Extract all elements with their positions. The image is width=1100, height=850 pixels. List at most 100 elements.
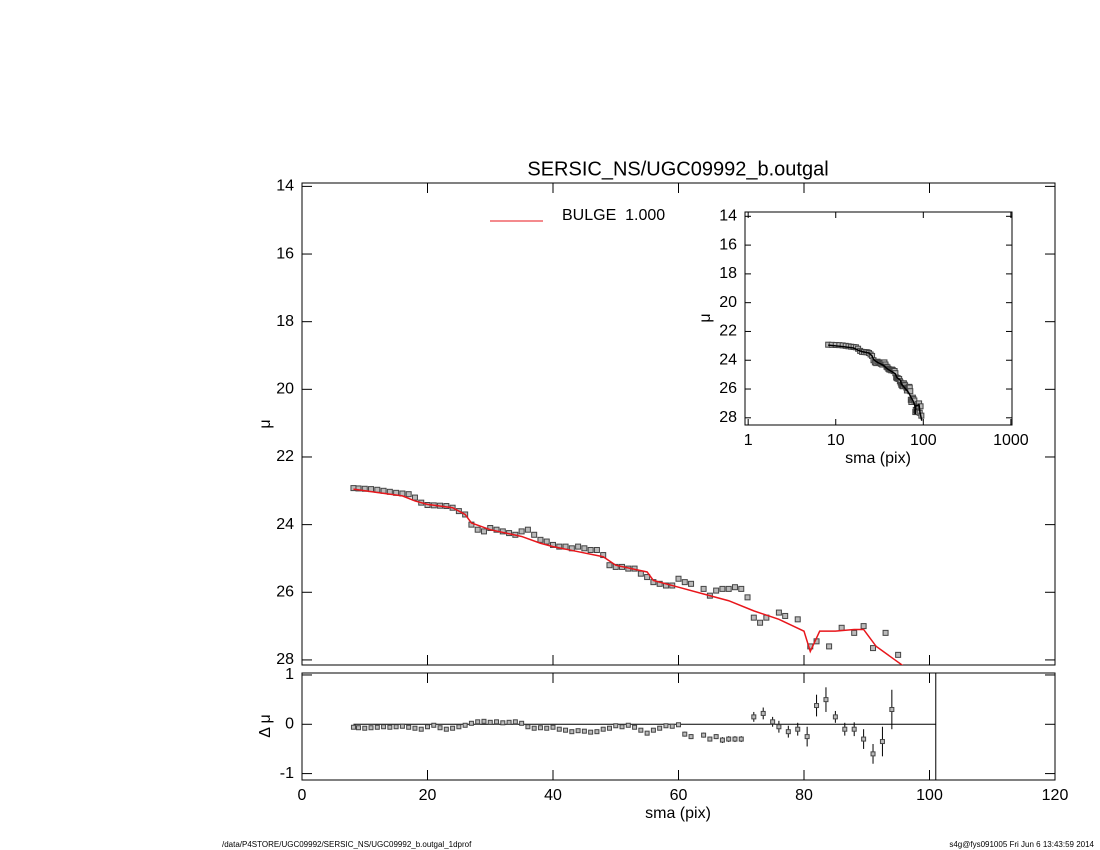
data-point bbox=[826, 643, 833, 650]
y-label: μ bbox=[697, 313, 714, 322]
data-point bbox=[468, 720, 474, 726]
data-point bbox=[519, 720, 525, 726]
title: SERSIC_NS/UGC09992_b.outgal bbox=[527, 158, 828, 180]
data-point bbox=[587, 546, 594, 553]
data-point bbox=[531, 531, 538, 538]
data-point bbox=[450, 725, 456, 731]
data-point bbox=[581, 728, 587, 734]
data-point bbox=[870, 751, 876, 757]
data-point bbox=[794, 616, 801, 623]
data-point bbox=[494, 719, 500, 725]
inset-area bbox=[825, 341, 925, 421]
data-point bbox=[895, 651, 902, 658]
x-tick-label: 0 bbox=[298, 787, 307, 804]
data-point bbox=[701, 732, 707, 738]
data-point bbox=[381, 724, 387, 730]
x-label: sma (pix) bbox=[845, 450, 911, 467]
data-point bbox=[731, 584, 738, 591]
axis-box bbox=[301, 182, 1056, 666]
data-point bbox=[355, 485, 362, 492]
data-point bbox=[368, 725, 374, 731]
axis-box bbox=[744, 211, 1013, 426]
data-point bbox=[393, 724, 399, 730]
data-point bbox=[556, 726, 562, 732]
data-point bbox=[663, 723, 669, 729]
data-point bbox=[411, 494, 418, 501]
y-tick-label: 14 bbox=[276, 178, 294, 195]
data-point bbox=[738, 585, 745, 592]
data-point bbox=[700, 585, 707, 592]
x-tick-label: 20 bbox=[419, 787, 437, 804]
data-point bbox=[738, 736, 744, 742]
data-point bbox=[644, 730, 650, 736]
data-point bbox=[588, 729, 594, 735]
x-label: sma (pix) bbox=[645, 805, 711, 822]
data-point bbox=[355, 725, 361, 731]
x-tick-label: 10 bbox=[827, 432, 845, 449]
data-point bbox=[751, 714, 757, 720]
data-point bbox=[350, 724, 356, 730]
data-point bbox=[713, 734, 719, 740]
inset-model-line bbox=[828, 344, 923, 421]
x-tick-label: 100 bbox=[910, 432, 937, 449]
data-point bbox=[744, 594, 751, 601]
data-point bbox=[543, 538, 550, 545]
y-tick-label: 20 bbox=[276, 381, 294, 398]
y-label: Δ μ bbox=[257, 714, 274, 737]
data-point bbox=[719, 585, 726, 592]
data-point bbox=[656, 580, 663, 587]
data-point bbox=[732, 736, 738, 742]
legend-label: BULGE 1.000 bbox=[562, 207, 665, 224]
data-point bbox=[399, 723, 405, 729]
data-point bbox=[707, 736, 713, 742]
data-point bbox=[518, 528, 525, 535]
y-tick-label: 24 bbox=[276, 516, 294, 533]
data-point bbox=[550, 541, 556, 548]
x-tick-label: 60 bbox=[670, 787, 688, 804]
data-point bbox=[412, 725, 418, 731]
data-point bbox=[437, 725, 443, 731]
data-point bbox=[675, 575, 682, 582]
data-point bbox=[431, 722, 437, 728]
data-point bbox=[681, 579, 688, 586]
model-line bbox=[353, 488, 904, 665]
y-tick-label: 20 bbox=[719, 294, 737, 311]
data-point bbox=[669, 723, 675, 729]
data-point bbox=[804, 734, 810, 740]
y-tick-label: 26 bbox=[276, 583, 294, 600]
y-tick-label: 0 bbox=[285, 715, 294, 732]
y-tick-label: 22 bbox=[719, 323, 737, 340]
y-tick-label: 24 bbox=[719, 351, 737, 368]
y-tick-label: 28 bbox=[719, 409, 737, 426]
data-point bbox=[688, 580, 695, 587]
x-tick-label: 80 bbox=[795, 787, 813, 804]
y-tick-label: 28 bbox=[276, 651, 294, 668]
data-point bbox=[475, 719, 481, 725]
data-point bbox=[550, 724, 556, 730]
y-label: μ bbox=[257, 419, 274, 428]
data-point bbox=[688, 734, 694, 740]
data-point bbox=[405, 491, 412, 498]
data-point bbox=[600, 726, 606, 732]
y-tick-label: -1 bbox=[280, 765, 294, 782]
data-point bbox=[474, 526, 481, 533]
data-point bbox=[625, 722, 631, 728]
data-point bbox=[770, 719, 776, 725]
y-tick-label: 18 bbox=[719, 265, 737, 282]
y-tick-label: 1 bbox=[285, 666, 294, 683]
data-point bbox=[713, 587, 720, 594]
data-point bbox=[650, 727, 656, 733]
data-point bbox=[406, 724, 412, 730]
data-point bbox=[481, 718, 487, 724]
data-point bbox=[775, 609, 782, 616]
data-point bbox=[851, 726, 857, 732]
data-point bbox=[725, 585, 732, 592]
footer: s4g@fys091005 Fri Jun 6 13:43:59 2014 bbox=[949, 840, 1094, 849]
data-point bbox=[851, 629, 858, 636]
data-point bbox=[594, 729, 600, 735]
data-point bbox=[917, 403, 924, 410]
data-point bbox=[644, 574, 651, 581]
y-tick-label: 22 bbox=[276, 448, 294, 465]
y-tick-label: 18 bbox=[276, 313, 294, 330]
